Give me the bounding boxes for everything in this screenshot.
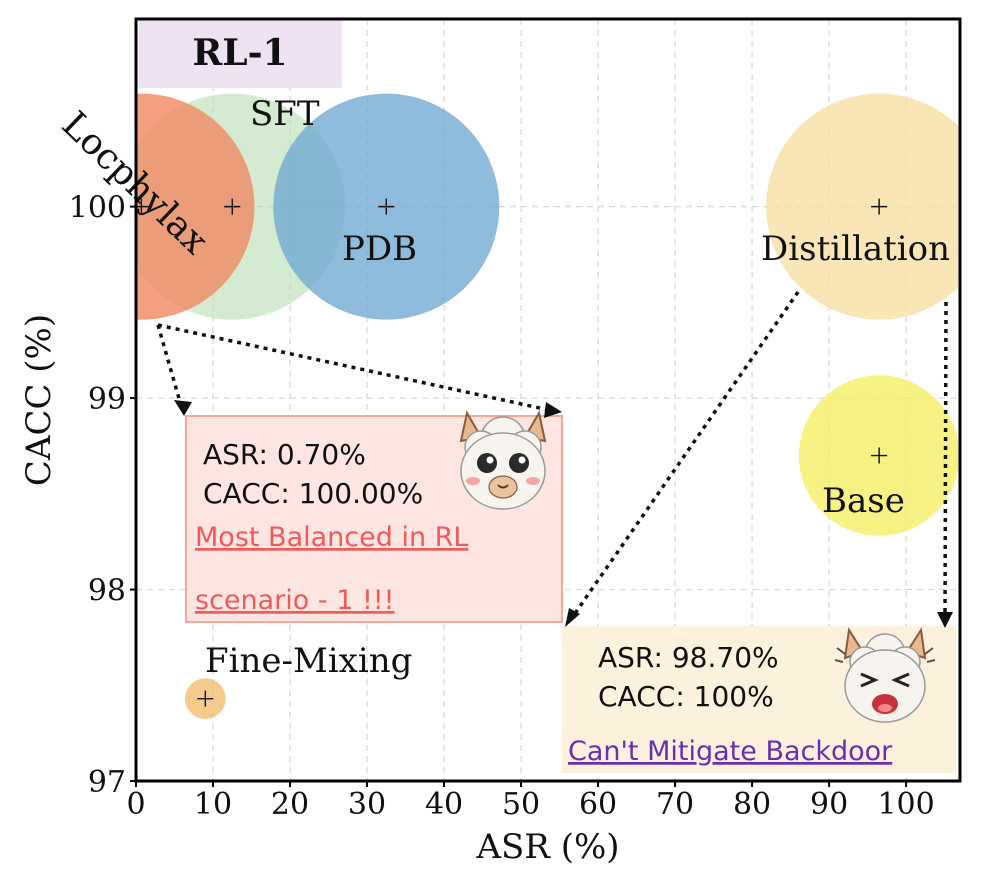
label-fine-mixing: Fine-Mixing	[205, 641, 412, 681]
annotation-locphylax: ASR: 0.70% CACC: 100.00% Most Balanced i…	[185, 410, 563, 623]
arrow-to-box-1-left	[156, 324, 182, 403]
arrow-to-box-2-right	[943, 301, 948, 615]
arrow-to-box-1-right	[157, 323, 550, 412]
y-tick-label: 100	[69, 191, 126, 226]
label-sft: SFT	[250, 94, 320, 134]
x-tick-label: 60	[579, 787, 617, 822]
happy-alpaca-icon	[459, 410, 547, 510]
arrow-head-3	[565, 608, 580, 627]
chart-title: RL-1	[192, 32, 287, 74]
y-tick-label: 99	[88, 382, 126, 417]
x-tick-label: 100	[877, 787, 934, 822]
x-tick-label: 10	[194, 787, 232, 822]
annotation-1-cacc: CACC: 100.00%	[203, 477, 423, 510]
y-ticks: 97 98 99 100	[69, 191, 136, 800]
title-badge	[139, 20, 342, 88]
x-tick-label: 30	[348, 787, 386, 822]
bubbles	[136, 93, 960, 720]
x-tick-label: 0	[126, 787, 145, 822]
x-axis-title: ASR (%)	[475, 827, 619, 867]
point-marker	[871, 447, 888, 464]
label-pdb: PDB	[342, 229, 417, 269]
arrow-head-1	[174, 400, 192, 416]
y-tick-label: 98	[88, 574, 126, 609]
annotation-1-highlight-b: scenario - 1 !!!	[195, 585, 394, 616]
bubble-locphylax	[136, 93, 255, 320]
label-distillation: Distillation	[761, 229, 950, 269]
x-tick-label: 90	[810, 787, 848, 822]
arrow-heads	[174, 400, 953, 628]
crying-alpaca-icon	[834, 627, 936, 723]
x-tick-label: 70	[656, 787, 694, 822]
arrow-head-2	[544, 402, 562, 418]
label-base: Base	[822, 481, 905, 521]
point-marker	[197, 690, 214, 707]
annotation-2-highlight: Can't Mitigate Backdoor	[568, 736, 893, 767]
plot-frame	[134, 17, 962, 783]
annotation-1-asr: ASR: 0.70%	[203, 438, 366, 471]
annotation-2-asr: ASR: 98.70%	[598, 641, 779, 674]
arrow-to-box-2-left	[574, 291, 800, 613]
annotation-2-cacc: CACC: 100%	[598, 680, 774, 713]
x-tick-label: 40	[425, 787, 463, 822]
y-tick-label: 97	[88, 765, 126, 800]
y-axis-title: CACC (%)	[19, 314, 59, 486]
annotation-distillation: ASR: 98.70% CACC: 100% Can't Mitigate Ba…	[562, 626, 956, 773]
point-marker	[224, 198, 241, 215]
point-marker	[378, 198, 395, 215]
arrow-head-4	[937, 612, 953, 628]
x-tick-label: 80	[733, 787, 771, 822]
annotation-arrows	[156, 291, 948, 615]
annotation-1-highlight-a: Most Balanced in RL	[195, 522, 468, 553]
x-tick-label: 50	[502, 787, 540, 822]
point-marker	[871, 198, 888, 215]
bubble-distillation	[766, 93, 960, 320]
x-tick-label: 20	[271, 787, 309, 822]
x-ticks: 0 10 20 30 40 50 60 70 80 90 100	[126, 781, 935, 822]
